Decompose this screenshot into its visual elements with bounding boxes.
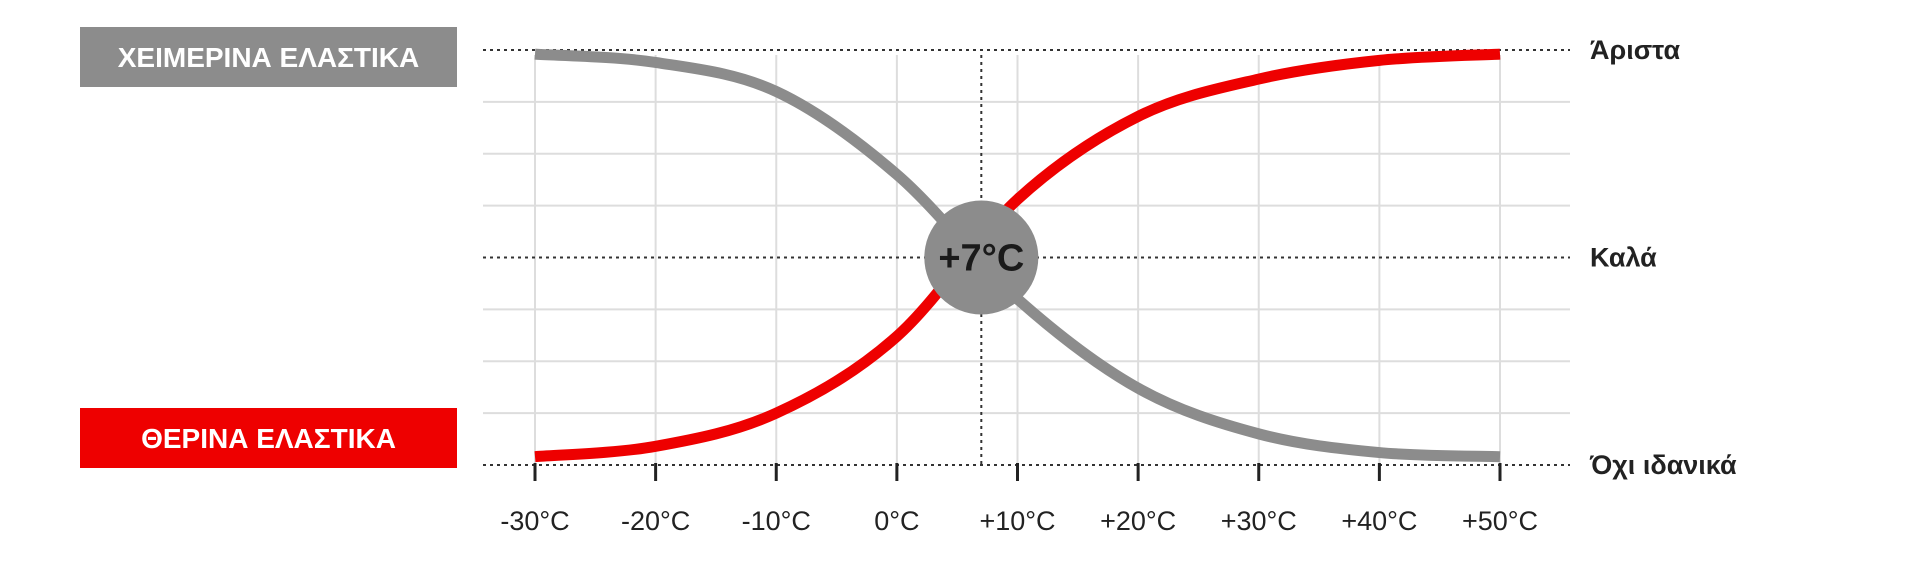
level-label: Καλά [1590,243,1657,273]
x-tick-label: +30°C [1221,506,1297,536]
crossover-label: +7°C [938,238,1024,280]
crossover-marker: +7°C [924,200,1039,315]
x-tick-label: -30°C [500,506,569,536]
legend-label: ΧΕΙΜΕΡΙΝΑ ΕΛΑΣΤΙΚΑ [118,42,420,73]
x-tick-label: -10°C [742,506,811,536]
level-label: Όχι ιδανικά [1589,450,1737,480]
x-tick-label: -20°C [621,506,690,536]
legend-box [80,27,457,87]
x-tick-label: +50°C [1462,506,1538,536]
legend-label: ΘΕΡΙΝΑ ΕΛΑΣΤΙΚΑ [141,423,396,454]
grid [483,55,1570,465]
x-tick-label: +20°C [1100,506,1176,536]
series-line-1 [534,48,1501,463]
x-axis-ticks: -30°C -20°C -10°C 0°C +10°C +20°C +30°C +40°C +5… [500,463,1538,536]
level-label: Άριστα [1590,35,1680,65]
x-tick-label: +40°C [1341,506,1417,536]
legend-box [80,408,457,468]
performance-levels: Άριστα Καλά Όχι ιδανικά [483,35,1737,480]
legend: ΧΕΙΜΕΡΙΝΑ ΕΛΑΣΤΙΚΑ ΘΕΡΙΝΑ ΕΛΑΣΤΙΚΑ [80,27,457,468]
crossover-circle [924,200,1039,315]
x-tick-label: +10°C [979,506,1055,536]
x-tick-label: 0°C [874,506,919,536]
